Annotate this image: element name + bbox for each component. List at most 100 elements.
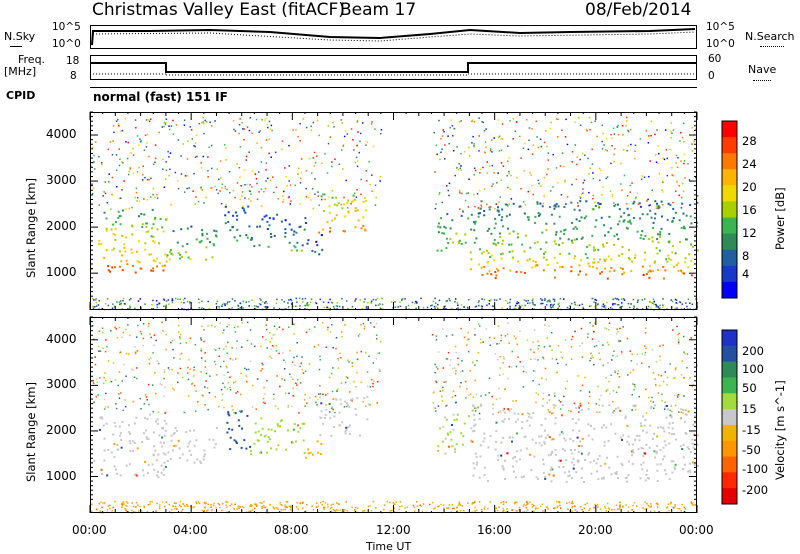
scatter-point bbox=[671, 245, 674, 248]
scatter-point bbox=[568, 307, 571, 310]
scatter-point bbox=[338, 163, 341, 165]
scatter-point bbox=[631, 353, 633, 355]
scatter-point bbox=[448, 445, 451, 448]
scatter-point bbox=[636, 307, 638, 310]
scatter-point bbox=[542, 302, 544, 305]
scatter-point bbox=[477, 351, 480, 354]
scatter-point bbox=[648, 446, 651, 449]
scatter-point bbox=[693, 504, 695, 506]
scatter-point bbox=[605, 327, 608, 330]
scatter-point bbox=[121, 502, 123, 505]
scatter-point bbox=[671, 421, 674, 424]
scatter-point bbox=[119, 250, 121, 253]
scatter-point bbox=[307, 239, 310, 242]
scatter-point bbox=[511, 509, 513, 511]
scatter-point bbox=[321, 228, 324, 231]
scatter-point bbox=[681, 303, 684, 305]
scatter-point bbox=[364, 298, 366, 300]
scatter-point bbox=[200, 186, 202, 189]
scatter-point bbox=[339, 509, 341, 511]
scatter-point bbox=[175, 429, 178, 432]
scatter-point bbox=[224, 304, 226, 307]
scatter-point bbox=[451, 396, 454, 398]
scatter-point bbox=[156, 228, 159, 231]
colorbar-swatch bbox=[722, 121, 737, 138]
scatter-point bbox=[419, 504, 421, 506]
scatter-point bbox=[442, 129, 444, 131]
scatter-point bbox=[644, 479, 647, 482]
scatter-point bbox=[561, 129, 563, 131]
scatter-point bbox=[670, 404, 673, 407]
scatter-point bbox=[525, 504, 527, 507]
scatter-point bbox=[627, 460, 630, 463]
scatter-point bbox=[463, 422, 466, 425]
scatter-point bbox=[399, 301, 401, 303]
scatter-point bbox=[536, 264, 539, 267]
scatter-point bbox=[266, 302, 268, 305]
scatter-point bbox=[469, 370, 471, 372]
scatter-point bbox=[598, 205, 600, 208]
scatter-region-3 bbox=[226, 410, 252, 451]
scatter-point bbox=[116, 448, 119, 451]
scatter-point bbox=[562, 466, 565, 468]
scatter-point bbox=[128, 431, 131, 434]
scatter-point bbox=[529, 172, 531, 174]
scatter-point bbox=[327, 301, 330, 304]
scatter-point bbox=[480, 266, 483, 269]
scatter-point bbox=[367, 385, 369, 388]
scatter-point bbox=[592, 246, 595, 249]
scatter-point bbox=[124, 250, 127, 253]
scatter-point bbox=[588, 391, 591, 393]
scatter-point bbox=[275, 350, 278, 352]
scatter-point bbox=[576, 156, 578, 158]
scatter-point bbox=[577, 273, 580, 276]
scatter-point bbox=[255, 305, 258, 308]
scatter-point bbox=[93, 299, 95, 301]
scatter-point bbox=[319, 385, 321, 387]
velocity-colorbar-tick: -50 bbox=[742, 443, 761, 457]
scatter-point bbox=[285, 176, 287, 178]
scatter-point bbox=[580, 327, 583, 330]
scatter-point bbox=[471, 119, 474, 122]
scatter-point bbox=[460, 169, 462, 171]
scatter-point bbox=[536, 202, 539, 205]
scatter-point bbox=[358, 333, 361, 336]
scatter-point bbox=[194, 344, 197, 346]
scatter-point bbox=[615, 504, 618, 506]
scatter-point bbox=[301, 502, 304, 504]
scatter-point bbox=[225, 147, 227, 149]
scatter-point bbox=[532, 370, 535, 372]
scatter-point bbox=[580, 193, 583, 195]
scatter-point bbox=[603, 304, 606, 307]
scatter-point bbox=[644, 327, 647, 329]
scatter-point bbox=[282, 195, 284, 197]
scatter-point bbox=[619, 327, 621, 330]
scatter-point bbox=[368, 161, 370, 163]
scatter-point bbox=[146, 511, 148, 513]
scatter-point bbox=[166, 460, 169, 463]
scatter-point bbox=[472, 474, 475, 477]
scatter-point bbox=[512, 202, 515, 205]
scatter-point bbox=[582, 306, 584, 309]
scatter-point bbox=[376, 402, 378, 404]
scatter-point bbox=[360, 178, 362, 181]
scatter-point bbox=[165, 333, 167, 336]
scatter-point bbox=[555, 231, 558, 234]
scatter-point bbox=[687, 448, 690, 450]
scatter-point bbox=[156, 418, 159, 421]
scatter-point bbox=[284, 167, 286, 169]
scatter-point bbox=[239, 146, 242, 148]
scatter-point bbox=[349, 399, 352, 401]
scatter-point bbox=[681, 503, 684, 506]
scatter-point bbox=[527, 190, 529, 193]
scatter-point bbox=[508, 172, 510, 175]
scatter-point bbox=[564, 179, 566, 182]
scatter-point bbox=[676, 396, 679, 398]
scatter-point bbox=[270, 357, 273, 359]
scatter-point bbox=[464, 380, 467, 383]
scatter-point bbox=[296, 424, 299, 427]
scatter-point bbox=[559, 230, 562, 233]
scatter-point bbox=[466, 388, 468, 390]
scatter-point bbox=[201, 232, 204, 235]
scatter-point bbox=[652, 302, 654, 304]
